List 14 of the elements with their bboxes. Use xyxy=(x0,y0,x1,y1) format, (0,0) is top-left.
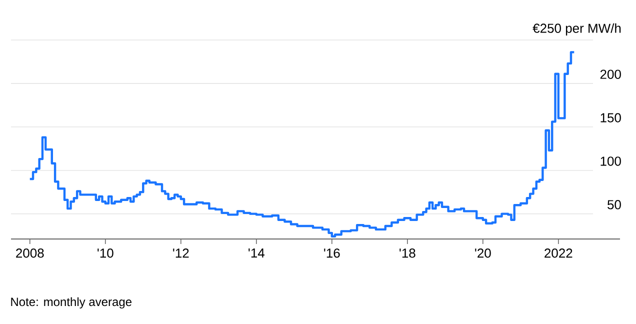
y-tick-label: 150 xyxy=(600,113,621,122)
text: Note: monthly average xyxy=(11,297,132,308)
x-tick-label: '16 xyxy=(324,248,340,258)
x-tick-label: 2022 xyxy=(544,248,572,258)
x-tick-label: '10 xyxy=(98,248,114,258)
x-tick-label: '14 xyxy=(248,248,264,258)
x-tick-label: '20 xyxy=(475,248,491,258)
x-tick-label: '12 xyxy=(173,248,189,258)
x-tick-label: '18 xyxy=(400,248,416,258)
x-tick-label: 2008 xyxy=(16,248,44,258)
y-tick-label: €250 per MW/h xyxy=(532,23,621,36)
y-tick-label: 100 xyxy=(600,156,621,166)
y-tick-label: 50 xyxy=(608,200,621,210)
y-tick-label: 200 xyxy=(600,70,621,79)
